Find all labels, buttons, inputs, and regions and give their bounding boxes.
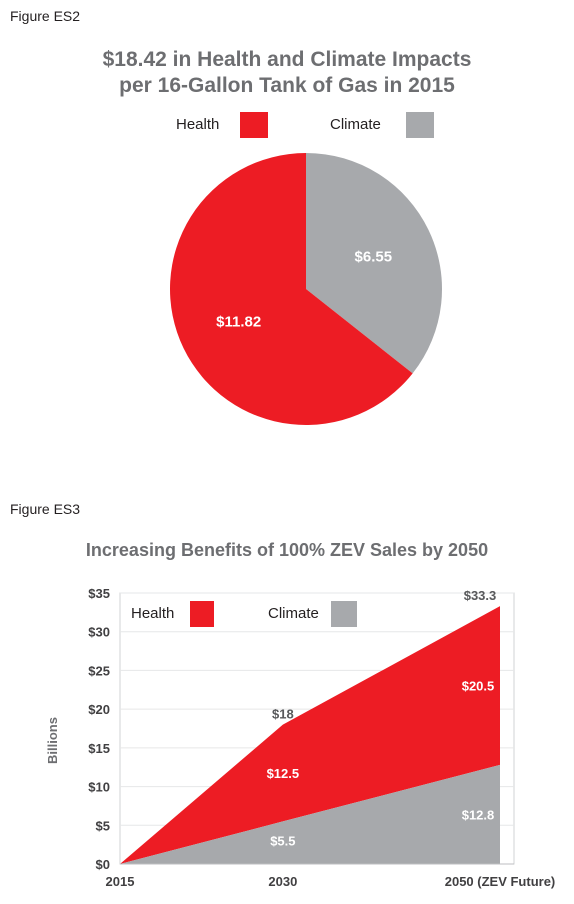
x-tick-label: 2050 (ZEV Future)	[445, 874, 556, 889]
pie-label-climate: $6.55	[355, 248, 393, 265]
area-legend-climate-label: Climate	[268, 605, 319, 622]
y-tick-label: $35	[88, 586, 110, 601]
pie-slice-health	[169, 153, 413, 426]
y-axis-title: Billions	[45, 717, 60, 764]
pie-slice-climate	[306, 153, 442, 374]
figure-es3-label: Figure ES3	[10, 501, 81, 517]
total-label: $33.3	[464, 588, 497, 603]
y-tick-label: $5	[96, 818, 110, 833]
y-tick-label: $20	[88, 702, 110, 717]
total-label: $18	[272, 707, 294, 722]
x-tick-label: 2030	[268, 874, 297, 889]
climate-value-label: $5.5	[270, 833, 295, 848]
area-legend-health-swatch	[190, 601, 214, 627]
figure-es2-label: Figure ES2	[10, 8, 81, 24]
y-tick-label: $30	[88, 625, 110, 640]
climate-value-label: $12.8	[462, 807, 495, 822]
pie-legend-health-label: Health	[176, 116, 220, 133]
area-health	[120, 606, 500, 864]
area-climate	[120, 764, 500, 864]
y-tick-label: $0	[96, 857, 110, 872]
pie-label-health: $11.82	[216, 314, 261, 331]
pie-legend-climate-swatch	[406, 112, 434, 138]
y-tick-label: $15	[88, 741, 110, 756]
y-tick-label: $10	[88, 780, 110, 795]
area-legend-climate-swatch	[331, 601, 357, 627]
pie-legend-climate-label: Climate	[330, 116, 381, 133]
health-value-label: $12.5	[267, 766, 300, 781]
area-chart-title: Increasing Benefits of 100% ZEV Sales by…	[85, 540, 489, 560]
x-tick-label: 2015	[106, 874, 135, 889]
pie-title-line2: per 16-Gallon Tank of Gas in 2015	[119, 74, 455, 97]
health-value-label: $20.5	[462, 679, 495, 694]
y-tick-label: $25	[88, 663, 110, 678]
pie-chart-title: $18.42 in Health and Climate Impacts per…	[0, 47, 574, 99]
pie-legend-health-swatch	[240, 112, 268, 138]
pie-title-line1: $18.42 in Health and Climate Impacts	[102, 48, 472, 71]
area-legend-health-label: Health	[131, 605, 175, 622]
